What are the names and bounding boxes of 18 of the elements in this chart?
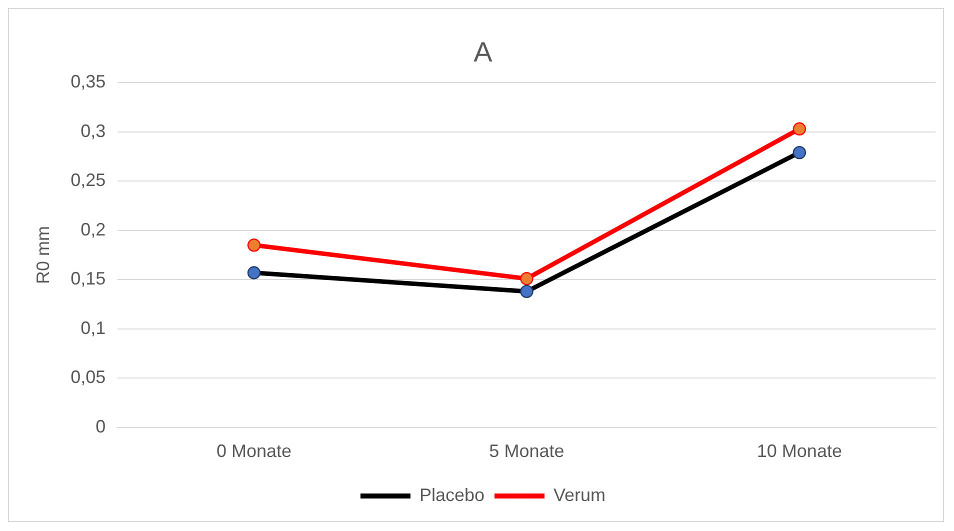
point [520,272,534,286]
y-tick-label: 0,2 [80,219,106,240]
y-tick-label: 0,35 [70,72,106,92]
legend-label: Placebo [419,484,485,505]
y-tick-label: 0,1 [80,318,106,338]
legend-label: Verum [554,484,606,505]
y-tick-label: 0,05 [70,367,106,388]
y-tick-label: 0,25 [70,170,106,190]
x-tick-label: 5 Monate [489,441,564,462]
x-tick-label: 10 Monate [756,441,842,462]
point [792,122,806,136]
point [247,238,261,252]
y-tick-label: 0,15 [70,268,106,289]
y-tick-label: 0 [96,416,106,436]
y-axis-title: R0 mm [32,226,53,284]
x-tick-label: 0 Monate [216,441,292,462]
y-tick-label: 0,3 [80,120,106,141]
chart-title: A [474,36,493,68]
